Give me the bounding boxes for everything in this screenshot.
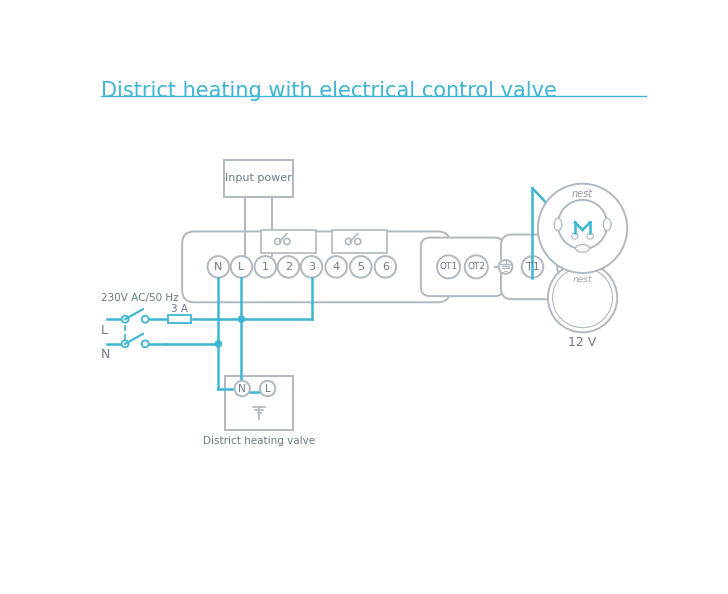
Circle shape — [355, 238, 361, 245]
FancyBboxPatch shape — [182, 232, 450, 302]
Circle shape — [122, 316, 129, 323]
Circle shape — [345, 238, 352, 245]
Circle shape — [231, 256, 252, 277]
Text: Input power: Input power — [225, 173, 292, 184]
Text: OT1: OT1 — [440, 263, 458, 271]
Circle shape — [215, 341, 221, 347]
Text: 230V AC/50 Hz: 230V AC/50 Hz — [100, 293, 178, 303]
Text: District heating with electrical control valve: District heating with electrical control… — [100, 81, 556, 100]
Text: OT2: OT2 — [467, 263, 486, 271]
Circle shape — [142, 340, 149, 347]
Circle shape — [350, 256, 371, 277]
Text: L: L — [100, 324, 108, 336]
FancyBboxPatch shape — [501, 235, 599, 299]
Circle shape — [255, 256, 276, 277]
FancyBboxPatch shape — [421, 238, 504, 296]
Ellipse shape — [554, 219, 562, 230]
Circle shape — [375, 256, 396, 277]
Circle shape — [260, 381, 275, 396]
Circle shape — [464, 255, 488, 279]
Text: 5: 5 — [357, 262, 364, 272]
Text: 6: 6 — [382, 262, 389, 272]
Circle shape — [284, 238, 290, 245]
Circle shape — [557, 256, 579, 277]
Text: T1: T1 — [526, 262, 539, 272]
Circle shape — [522, 256, 543, 277]
Bar — [225, 376, 293, 430]
Bar — [261, 230, 316, 253]
Circle shape — [301, 256, 323, 277]
Circle shape — [274, 238, 281, 245]
Circle shape — [325, 256, 347, 277]
Circle shape — [558, 200, 607, 249]
Circle shape — [538, 184, 628, 273]
Text: 12 V: 12 V — [569, 336, 597, 349]
Circle shape — [277, 256, 299, 277]
Text: N: N — [238, 384, 246, 393]
Circle shape — [234, 381, 250, 396]
Text: 2: 2 — [285, 262, 292, 272]
Bar — [167, 315, 191, 323]
Circle shape — [553, 268, 612, 328]
Text: nest: nest — [572, 189, 593, 200]
Bar — [331, 230, 387, 253]
Text: 1: 1 — [262, 262, 269, 272]
Text: L: L — [265, 384, 271, 393]
Circle shape — [122, 340, 129, 347]
Text: L: L — [238, 262, 245, 272]
Circle shape — [499, 260, 513, 274]
Text: N: N — [100, 348, 110, 361]
Text: nest: nest — [573, 274, 593, 284]
Circle shape — [587, 233, 593, 239]
Circle shape — [437, 255, 460, 279]
Circle shape — [571, 233, 578, 239]
Text: 3 A: 3 A — [171, 304, 188, 314]
Circle shape — [207, 256, 229, 277]
Text: 4: 4 — [333, 262, 340, 272]
Text: N: N — [214, 262, 223, 272]
Circle shape — [548, 263, 617, 332]
Bar — [223, 160, 293, 197]
Circle shape — [142, 316, 149, 323]
Text: District heating valve: District heating valve — [203, 436, 315, 446]
Circle shape — [238, 316, 245, 323]
Text: T2: T2 — [561, 262, 575, 272]
Ellipse shape — [604, 219, 611, 230]
Text: 3: 3 — [308, 262, 315, 272]
Ellipse shape — [576, 245, 590, 252]
